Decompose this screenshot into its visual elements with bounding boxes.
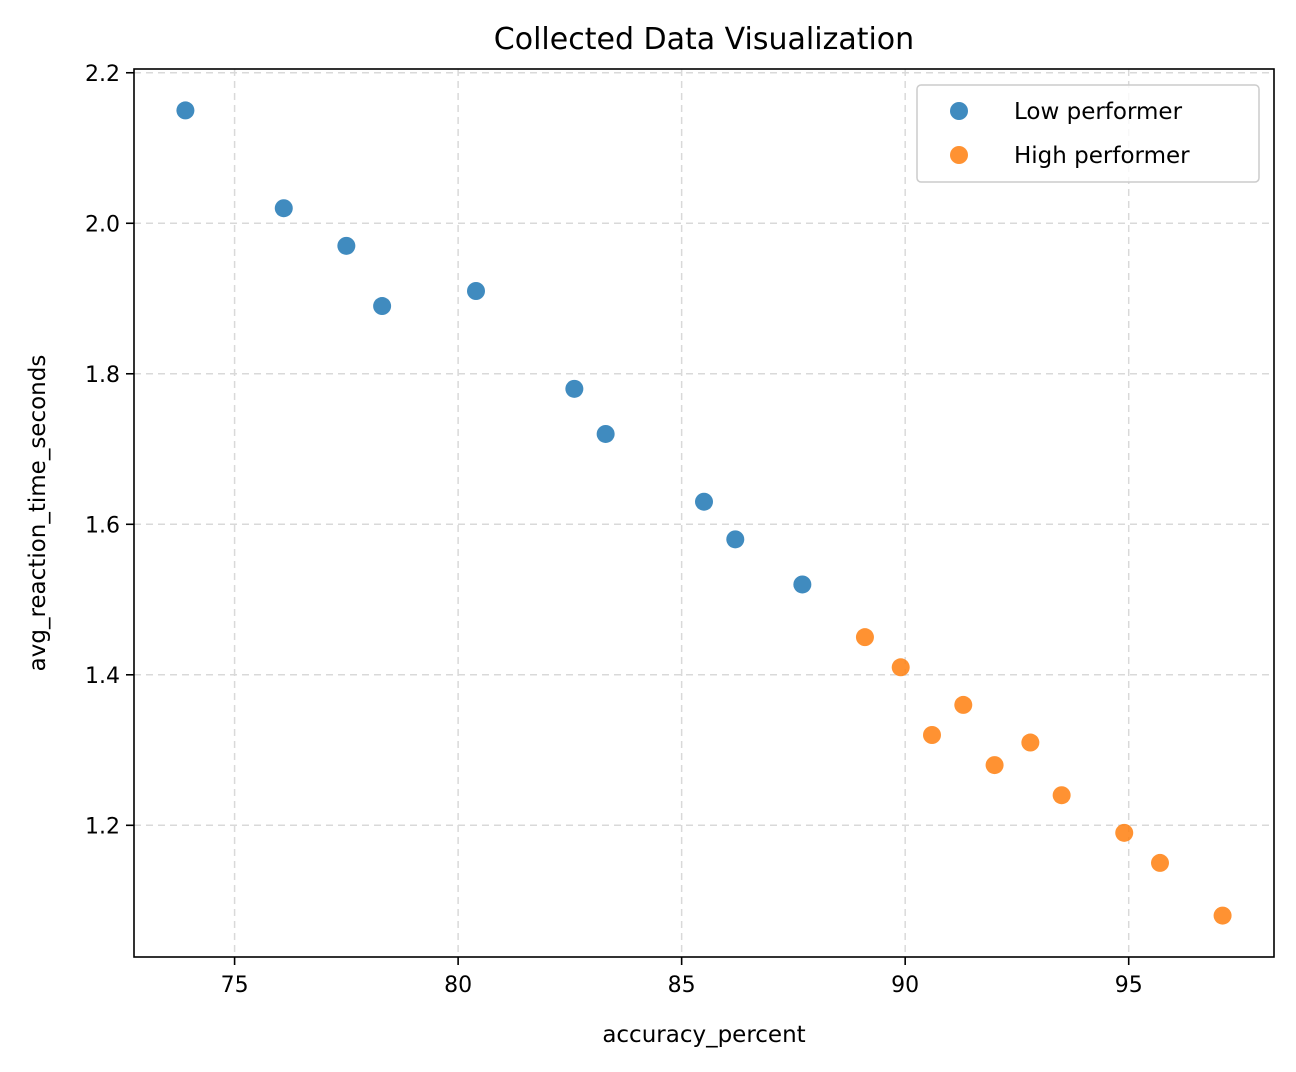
legend-marker-high-performer xyxy=(950,146,968,164)
data-points xyxy=(176,101,1232,925)
data-point-high-performer xyxy=(1213,906,1232,925)
data-point-low-performer xyxy=(695,492,713,511)
legend-label-high-performer: High performer xyxy=(1014,143,1190,169)
chart-title: Collected Data Visualization xyxy=(494,22,914,57)
data-point-high-performer xyxy=(855,628,874,647)
data-point-low-performer xyxy=(596,424,615,443)
legend-box xyxy=(916,84,1260,183)
data-point-low-performer xyxy=(726,530,745,549)
y-axis-label: avg_reaction_time_seconds xyxy=(25,355,51,672)
data-point-high-performer xyxy=(1115,823,1134,842)
x-axis-ticks: 75 80 85 90 95 xyxy=(221,957,1143,998)
legend: Low performer High performer xyxy=(916,84,1260,183)
plot-frame xyxy=(133,68,1275,958)
data-point-low-performer xyxy=(793,575,812,594)
x-tick-label: 90 xyxy=(891,973,919,998)
data-point-low-performer xyxy=(373,297,392,316)
y-tick-label: 1.4 xyxy=(85,664,120,689)
x-tick-label: 75 xyxy=(221,973,249,998)
grid xyxy=(134,69,1274,957)
y-axis-ticks: 1.2 1.4 1.6 1.8 2.0 2.2 xyxy=(85,62,134,839)
y-tick-label: 1.8 xyxy=(85,363,120,388)
data-point-high-performer xyxy=(1151,853,1169,872)
legend-label-low-performer: Low performer xyxy=(1014,99,1183,125)
data-point-low-performer xyxy=(337,236,356,255)
x-tick-label: 85 xyxy=(668,973,696,998)
data-point-high-performer xyxy=(1021,733,1040,752)
y-tick-label: 1.6 xyxy=(85,513,120,538)
data-point-high-performer xyxy=(891,658,910,677)
x-axis-label: accuracy_percent xyxy=(602,1022,805,1048)
y-tick-label: 2.0 xyxy=(85,212,120,237)
data-point-low-performer xyxy=(176,101,195,120)
data-point-low-performer xyxy=(274,199,293,218)
data-point-high-performer xyxy=(923,726,941,744)
data-point-high-performer xyxy=(985,756,1004,775)
y-tick-label: 1.2 xyxy=(85,814,120,839)
y-tick-label: 2.2 xyxy=(85,62,120,87)
data-point-high-performer xyxy=(1052,786,1071,805)
data-point-low-performer xyxy=(565,379,584,398)
x-tick-label: 95 xyxy=(1115,973,1143,998)
legend-marker-low-performer xyxy=(950,102,968,120)
data-point-high-performer xyxy=(954,695,973,714)
x-tick-label: 80 xyxy=(444,973,472,998)
data-point-low-performer xyxy=(467,282,485,300)
